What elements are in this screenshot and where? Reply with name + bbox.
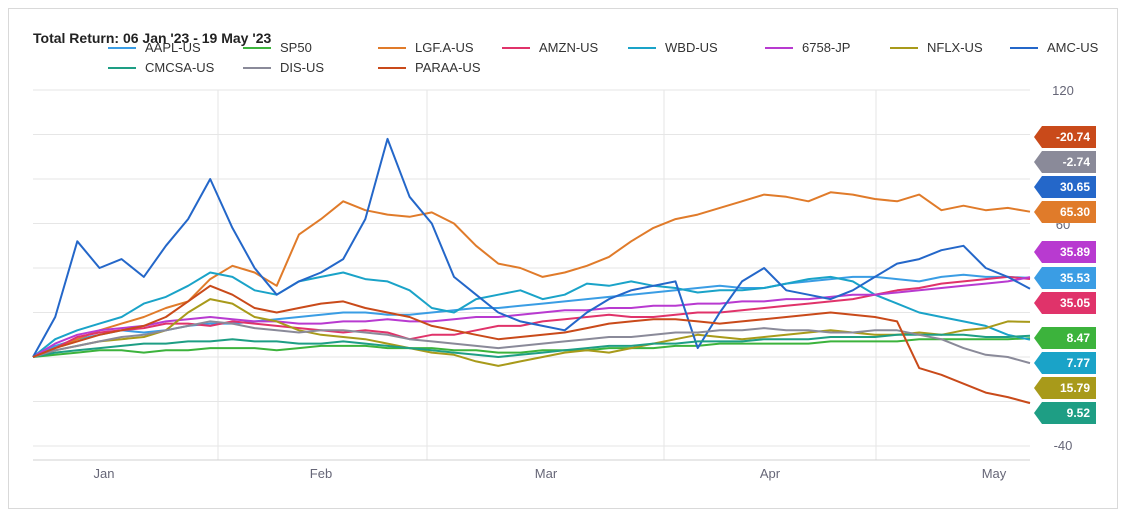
value-badge: -20.74 [1034, 126, 1096, 148]
series-line-nflx-us[interactable] [32, 298, 1031, 367]
value-badge: 35.89 [1034, 241, 1096, 263]
legend-item[interactable]: 6758-JP [765, 40, 850, 55]
value-badge: 9.52 [1034, 402, 1096, 424]
chart-title: Total Return: 06 Jan '23 - 19 May '23 [33, 30, 272, 46]
badge-shape [1034, 241, 1096, 263]
badge-value: 15.79 [1060, 381, 1090, 395]
legend-label: AMC-US [1047, 40, 1099, 55]
series-line-cmcsa-us[interactable] [32, 333, 1031, 358]
legend[interactable]: AAPL-US SP50 LGF.A-US AMZN-US WBD-US 6758-JP N… [108, 40, 1099, 75]
x-tick-label: May [982, 466, 1007, 481]
badge-shape [1034, 327, 1096, 349]
badge-value: -2.74 [1063, 155, 1091, 169]
badge-shape [1034, 267, 1096, 289]
badge-shape [1034, 402, 1096, 424]
badge-value: 30.65 [1060, 180, 1090, 194]
legend-label: LGF.A-US [415, 40, 474, 55]
legend-label: AMZN-US [539, 40, 599, 55]
legend-item[interactable]: AMC-US [1010, 40, 1099, 55]
series-line-lgf-a-us[interactable] [32, 191, 1031, 358]
y-tick-label: -40 [1054, 438, 1073, 453]
legend-label: PARAA-US [415, 60, 481, 75]
legend-label: AAPL-US [145, 40, 201, 55]
badge-value: 35.53 [1060, 271, 1090, 285]
legend-label: DIS-US [280, 60, 324, 75]
legend-item[interactable]: CMCSA-US [108, 60, 215, 75]
badge-shape [1034, 126, 1096, 148]
badge-value: 7.77 [1067, 356, 1091, 370]
end-value-badges: -20.74 -2.74 30.65 65.30 35.89 35.53 35.05 8.47… [1034, 126, 1096, 424]
badge-shape [1034, 151, 1096, 173]
badge-value: 35.05 [1060, 296, 1090, 310]
x-tick-label: Apr [760, 466, 781, 481]
series-line-6758-jp[interactable] [32, 276, 1031, 358]
chart-frame [8, 8, 1118, 509]
badge-shape [1034, 377, 1096, 399]
badge-value: 35.89 [1060, 245, 1090, 259]
legend-item[interactable]: NFLX-US [890, 40, 983, 55]
badge-value: 9.52 [1067, 406, 1091, 420]
x-tick-label: Jan [94, 466, 115, 481]
legend-label: CMCSA-US [145, 60, 215, 75]
x-axis: Jan Feb Mar Apr May [94, 466, 1007, 481]
value-badge: 65.30 [1034, 201, 1096, 223]
legend-item[interactable]: PARAA-US [378, 60, 481, 75]
series-line-amc-us[interactable] [32, 137, 1031, 358]
value-badge: 35.53 [1034, 267, 1096, 289]
x-tick-label: Feb [310, 466, 332, 481]
y-tick-label: 120 [1052, 83, 1074, 98]
legend-label: WBD-US [665, 40, 718, 55]
series-line-dis-us[interactable] [32, 320, 1031, 365]
legend-label: SP50 [280, 40, 312, 55]
legend-item[interactable]: AMZN-US [502, 40, 599, 55]
value-badge: 8.47 [1034, 327, 1096, 349]
x-tick-label: Mar [535, 466, 558, 481]
badge-shape [1034, 201, 1096, 223]
badge-value: -20.74 [1056, 130, 1090, 144]
series-line-wbd-us[interactable] [32, 271, 1031, 358]
value-badge: 30.65 [1034, 176, 1096, 198]
value-badge: 15.79 [1034, 377, 1096, 399]
legend-label: 6758-JP [802, 40, 850, 55]
badge-shape [1034, 292, 1096, 314]
value-badge: 7.77 [1034, 352, 1096, 374]
series-line-sp50[interactable] [32, 337, 1031, 358]
legend-item[interactable]: AAPL-US [108, 40, 201, 55]
value-badge: -2.74 [1034, 151, 1096, 173]
series-lines [32, 137, 1031, 405]
legend-item[interactable]: LGF.A-US [378, 40, 474, 55]
value-badge: 35.05 [1034, 292, 1096, 314]
legend-label: NFLX-US [927, 40, 983, 55]
legend-item[interactable]: WBD-US [628, 40, 718, 55]
legend-item[interactable]: DIS-US [243, 60, 324, 75]
badge-value: 65.30 [1060, 205, 1090, 219]
badge-value: 8.47 [1067, 331, 1091, 345]
badge-shape [1034, 352, 1096, 374]
legend-item[interactable]: SP50 [243, 40, 312, 55]
badge-shape [1034, 176, 1096, 198]
series-line-paraa-us[interactable] [32, 284, 1031, 405]
grid [33, 89, 1030, 461]
